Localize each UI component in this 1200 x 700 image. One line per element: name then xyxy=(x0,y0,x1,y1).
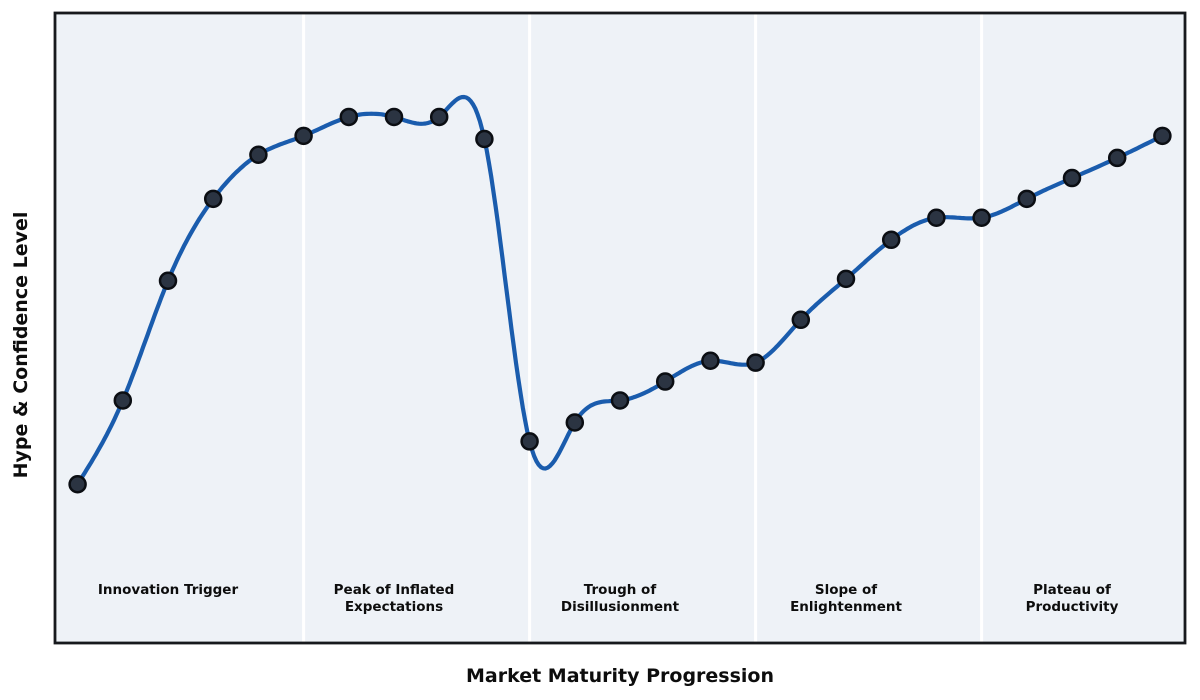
data-point-marker xyxy=(384,107,404,127)
data-point-marker xyxy=(339,107,359,127)
data-point-marker xyxy=(1153,126,1172,146)
phase-label-line: Slope of xyxy=(815,582,877,598)
plot-border xyxy=(53,11,1187,645)
phase-dividers xyxy=(302,14,984,642)
phase-label: Slope of Enlightenment xyxy=(790,582,902,615)
data-point-marker xyxy=(113,391,133,410)
phase-label-line: Plateau of xyxy=(1033,582,1111,598)
data-point-marker xyxy=(203,189,223,209)
data-point-marker xyxy=(475,129,494,149)
data-point-marker xyxy=(158,271,178,290)
data-point-marker xyxy=(429,107,449,127)
data-point-marker xyxy=(746,353,765,372)
phase-label-line: Expectations xyxy=(345,599,443,615)
phase-label-line: Disillusionment xyxy=(561,599,680,615)
data-point-marker xyxy=(294,126,313,146)
data-point-marker xyxy=(927,208,946,227)
phase-label: Plateau of Productivity xyxy=(1026,582,1119,615)
phase-labels: Innovation Trigger Peak of Inflated Expect… xyxy=(98,582,1119,615)
data-point-marker xyxy=(655,372,675,391)
data-point-marker xyxy=(249,145,268,164)
phase-label-line: Trough of xyxy=(584,582,657,598)
phase-label: Innovation Trigger xyxy=(98,582,239,598)
data-point-marker xyxy=(836,269,856,289)
phase-label-line: Productivity xyxy=(1026,599,1119,615)
phase-label-line: Peak of Inflated xyxy=(334,582,455,598)
data-point-marker xyxy=(1107,148,1127,168)
data-point-marker xyxy=(565,413,585,432)
y-axis-label: Hype & Confidence Level xyxy=(10,212,32,479)
data-point-marker xyxy=(520,432,539,451)
x-axis-label: Market Maturity Progression xyxy=(466,665,774,687)
data-point-markers xyxy=(68,107,1172,494)
data-point-marker xyxy=(881,230,901,250)
phase-label-line: Innovation Trigger xyxy=(98,582,239,598)
data-point-marker xyxy=(701,351,720,371)
data-point-marker xyxy=(1062,168,1082,188)
phase-label: Trough of Disillusionment xyxy=(561,582,680,615)
phase-label-line: Enlightenment xyxy=(790,599,902,615)
data-point-marker xyxy=(610,391,630,410)
data-point-marker xyxy=(1017,189,1037,209)
phase-label: Peak of Inflated Expectations xyxy=(334,582,455,615)
data-point-marker xyxy=(972,208,991,227)
data-point-marker xyxy=(791,310,811,330)
plot-area xyxy=(55,13,1185,643)
data-point-marker xyxy=(68,474,87,494)
